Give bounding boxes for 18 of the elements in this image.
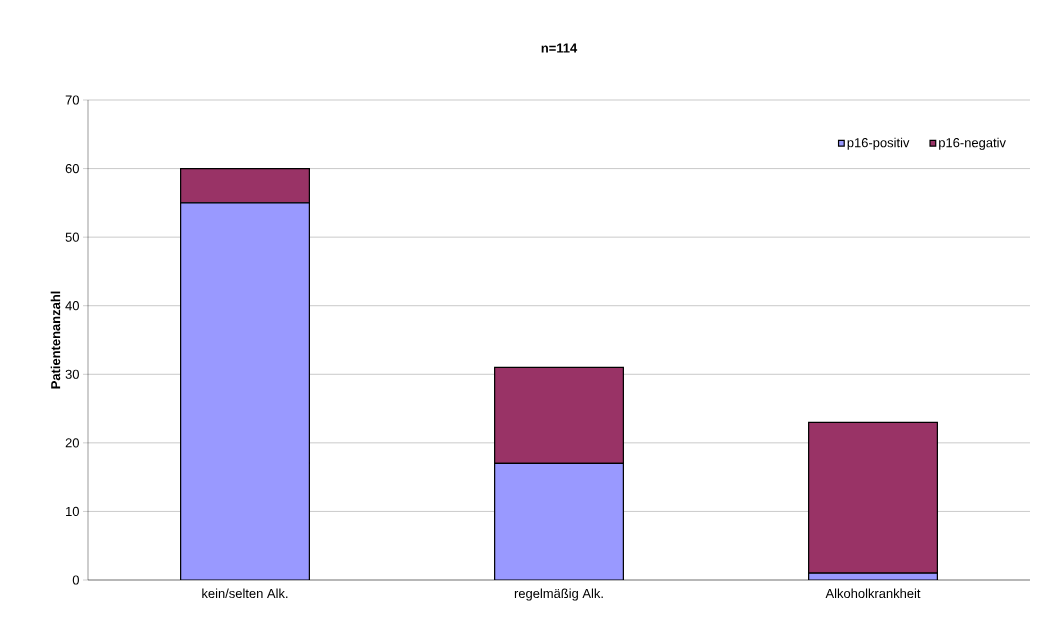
y-tick-label: 30 <box>65 369 79 379</box>
y-axis-title: Patientenanzahl <box>50 291 61 389</box>
y-tick-label: 20 <box>65 438 79 448</box>
y-tick-label: 60 <box>65 163 79 174</box>
x-tick-label: kein/selten Alk. <box>202 588 288 599</box>
chart-title: n=114 <box>541 43 578 53</box>
y-tick-label: 10 <box>66 506 79 517</box>
y-tick-label: 50 <box>65 232 79 242</box>
legend-label: p16-positiv <box>847 137 910 150</box>
legend-label: p16-negativ <box>939 137 1006 150</box>
x-tick-label: regelmäßig Alk. <box>514 588 603 601</box>
bar <box>494 366 624 465</box>
bar <box>494 462 624 580</box>
bar <box>180 202 310 580</box>
x-tick-label: Alkoholkrankheit <box>825 588 921 599</box>
y-tick-label: 40 <box>65 301 79 311</box>
y-tick-label: 0 <box>72 575 79 585</box>
y-tick-label: 70 <box>65 95 79 105</box>
